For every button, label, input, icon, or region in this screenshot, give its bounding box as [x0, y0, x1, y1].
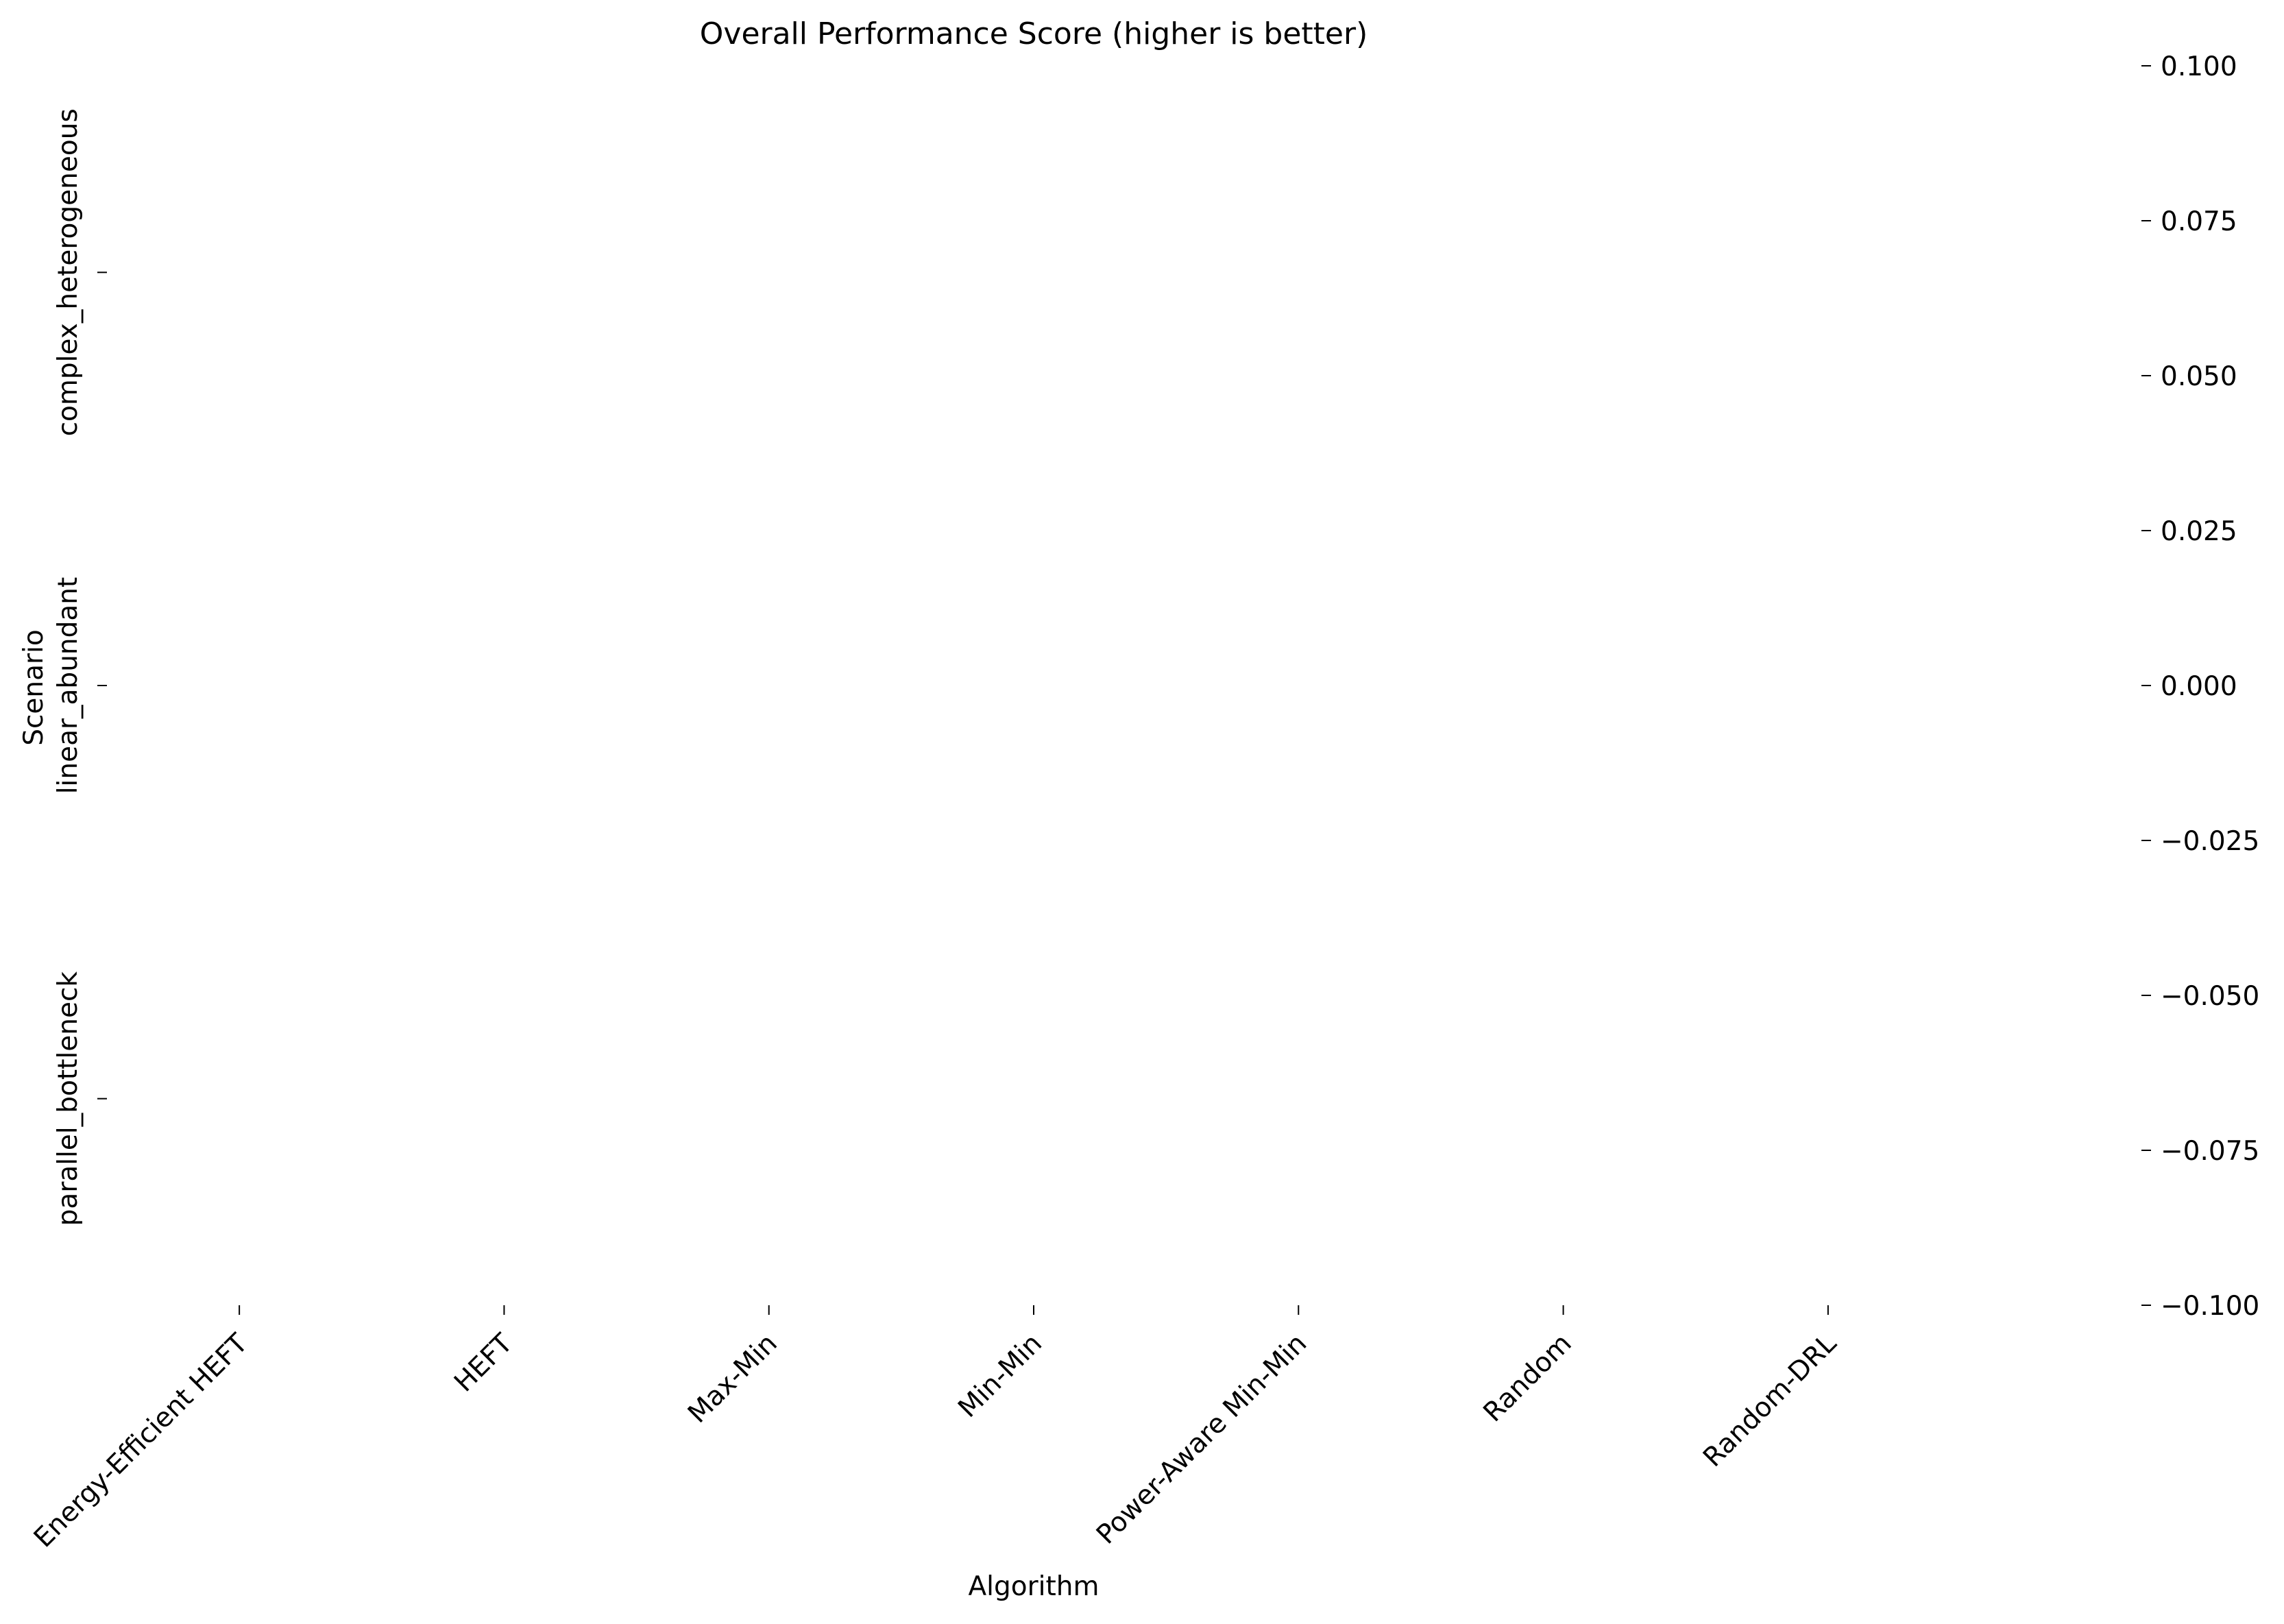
- y-tick-label: complex_heterogeneous: [53, 108, 84, 436]
- chart-title: Overall Performance Score (higher is bet…: [700, 16, 1368, 51]
- x-axis-label: Algorithm: [968, 1571, 1099, 1602]
- x-tick-label: Energy-Efficient HEFT: [28, 1328, 254, 1553]
- colorbar-tick-label: 0.050: [2161, 361, 2237, 392]
- colorbar-tick-label: −0.050: [2161, 981, 2259, 1012]
- x-axis-ticks: Energy-Efficient HEFT HEFT Max-Min Min-Min P…: [28, 1305, 1843, 1553]
- x-tick-label: Random-DRL: [1697, 1328, 1843, 1473]
- x-tick-label: HEFT: [448, 1328, 518, 1398]
- y-axis-label: Scenario: [19, 629, 49, 746]
- colorbar-ticks: 0.100 0.075 0.050 0.025 0.000 −0.025 −0.050 −0.…: [2141, 51, 2259, 1322]
- y-tick-label: linear_abundant: [53, 577, 84, 795]
- colorbar-tick-label: −0.025: [2161, 826, 2259, 857]
- colorbar-tick-label: 0.100: [2161, 51, 2237, 82]
- y-tick-label: parallel_bottleneck: [53, 971, 84, 1226]
- x-tick-label: Min-Min: [952, 1328, 1048, 1424]
- colorbar-tick-label: 0.075: [2161, 206, 2237, 237]
- colorbar-tick-label: −0.075: [2161, 1136, 2259, 1167]
- y-axis-ticks: complex_heterogeneous linear_abundantpara…: [53, 108, 107, 1226]
- x-tick-label: Random: [1478, 1328, 1578, 1428]
- colorbar-tick-label: −0.100: [2161, 1291, 2259, 1322]
- colorbar-tick-label: 0.025: [2161, 516, 2237, 547]
- colorbar-tick-label: 0.000: [2161, 671, 2237, 702]
- x-tick-label: Max-Min: [682, 1328, 783, 1429]
- x-tick-label: Power-Aware Min-Min: [1091, 1328, 1313, 1550]
